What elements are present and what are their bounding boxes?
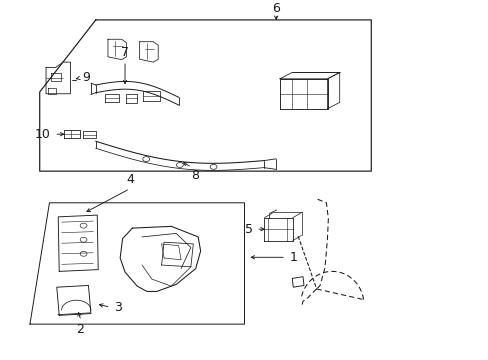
Text: 2: 2 — [76, 323, 83, 336]
Text: 3: 3 — [114, 301, 122, 314]
Text: 6: 6 — [272, 2, 280, 15]
Text: 7: 7 — [121, 46, 129, 59]
Text: 1: 1 — [289, 251, 297, 264]
Text: 10: 10 — [35, 128, 51, 141]
Text: 9: 9 — [82, 71, 90, 85]
Text: 5: 5 — [244, 223, 252, 236]
Text: 4: 4 — [126, 173, 134, 186]
Text: 8: 8 — [190, 169, 198, 182]
